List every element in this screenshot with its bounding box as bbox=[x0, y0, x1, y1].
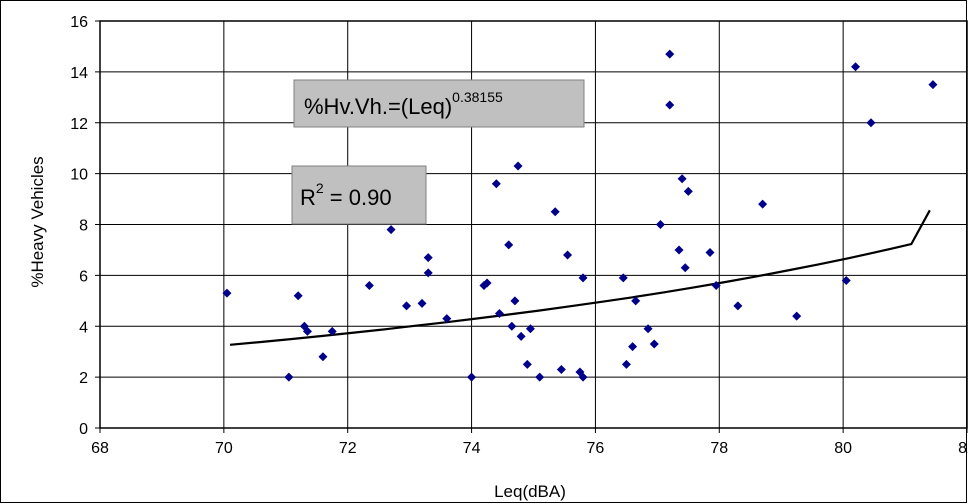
y-tick-label: 12 bbox=[70, 116, 88, 133]
equation-exponent: 0.38155 bbox=[452, 89, 503, 105]
data-point bbox=[494, 309, 504, 319]
data-point bbox=[665, 49, 675, 59]
data-point bbox=[467, 372, 477, 382]
data-point bbox=[423, 268, 433, 278]
data-point bbox=[711, 281, 721, 291]
data-point bbox=[628, 342, 638, 352]
data-point bbox=[866, 118, 876, 128]
x-tick-label: 78 bbox=[710, 440, 728, 457]
equation-box bbox=[293, 79, 585, 128]
data-point bbox=[758, 199, 768, 209]
r-squared-exponent: 2 bbox=[316, 180, 324, 196]
x-axis-ticks: 68 70 72 74 76 78 80 82 bbox=[91, 428, 968, 457]
data-point bbox=[705, 247, 715, 257]
x-tick-label: 70 bbox=[215, 440, 233, 457]
y-tick-label: 16 bbox=[70, 14, 88, 31]
x-tick-label: 74 bbox=[463, 440, 481, 457]
x-axis-title: Leq(dBA) bbox=[494, 482, 566, 501]
data-point bbox=[516, 331, 526, 341]
y-tick-label: 8 bbox=[79, 218, 88, 235]
data-point bbox=[302, 326, 312, 336]
r-squared-label: R2 = 0.90 bbox=[300, 180, 392, 210]
data-point bbox=[841, 275, 851, 285]
data-point bbox=[618, 273, 628, 283]
data-point bbox=[417, 298, 427, 308]
data-point bbox=[674, 245, 684, 255]
y-tick-label: 6 bbox=[79, 268, 88, 285]
data-point bbox=[482, 278, 492, 288]
data-point bbox=[507, 321, 517, 331]
data-point bbox=[504, 240, 514, 250]
data-point bbox=[792, 311, 802, 321]
data-points bbox=[222, 49, 938, 382]
data-point bbox=[649, 339, 659, 349]
data-point bbox=[928, 80, 938, 90]
x-tick-label: 82 bbox=[958, 440, 968, 457]
data-point bbox=[665, 100, 675, 110]
r-squared-box bbox=[291, 165, 427, 225]
equation-base: %Hv.Vh.=(Leq) bbox=[304, 94, 452, 119]
data-point bbox=[327, 326, 337, 336]
data-point bbox=[680, 263, 690, 273]
data-point bbox=[293, 291, 303, 301]
data-point bbox=[513, 161, 523, 171]
data-point bbox=[510, 296, 520, 306]
data-point bbox=[677, 174, 687, 184]
data-point bbox=[631, 296, 641, 306]
data-point bbox=[550, 207, 560, 217]
data-point bbox=[423, 253, 433, 263]
data-point bbox=[386, 225, 396, 235]
y-tick-label: 2 bbox=[79, 370, 88, 387]
data-point bbox=[563, 250, 573, 260]
data-point bbox=[643, 324, 653, 334]
y-tick-label: 4 bbox=[79, 319, 88, 336]
data-point bbox=[364, 281, 374, 291]
equation-label: %Hv.Vh.=(Leq)0.38155 bbox=[304, 89, 503, 119]
y-axis-title: %Heavy Vehicles bbox=[28, 156, 47, 287]
data-point bbox=[578, 273, 588, 283]
data-point bbox=[284, 372, 294, 382]
trendline bbox=[229, 209, 931, 346]
y-tick-label: 0 bbox=[79, 421, 88, 438]
x-tick-label: 76 bbox=[587, 440, 605, 457]
data-point bbox=[578, 372, 588, 382]
data-point bbox=[442, 314, 452, 324]
data-point bbox=[655, 220, 665, 229]
data-point bbox=[683, 186, 693, 196]
r-squared-value: = 0.90 bbox=[324, 185, 392, 210]
data-point bbox=[851, 62, 861, 72]
x-tick-label: 72 bbox=[339, 440, 357, 457]
data-point bbox=[522, 359, 532, 369]
trendline-group bbox=[229, 209, 931, 346]
data-point bbox=[733, 301, 743, 311]
y-tick-label: 10 bbox=[70, 167, 88, 184]
data-point bbox=[556, 364, 566, 374]
data-point bbox=[402, 301, 412, 311]
x-tick-label: 68 bbox=[91, 440, 109, 457]
x-tick-label: 80 bbox=[834, 440, 852, 457]
y-axis-ticks: 0 2 4 6 8 10 12 14 16 bbox=[70, 14, 100, 438]
data-point bbox=[525, 324, 535, 334]
data-point bbox=[318, 352, 328, 362]
data-point bbox=[491, 179, 501, 189]
r-squared-base: R bbox=[300, 185, 316, 210]
data-point bbox=[222, 288, 232, 298]
equation-annotation: %Hv.Vh.=(Leq)0.38155 bbox=[293, 79, 585, 128]
y-tick-label: 14 bbox=[70, 65, 88, 82]
data-point bbox=[621, 359, 631, 369]
r-squared-annotation: R2 = 0.90 bbox=[291, 165, 427, 225]
data-point bbox=[535, 372, 545, 382]
